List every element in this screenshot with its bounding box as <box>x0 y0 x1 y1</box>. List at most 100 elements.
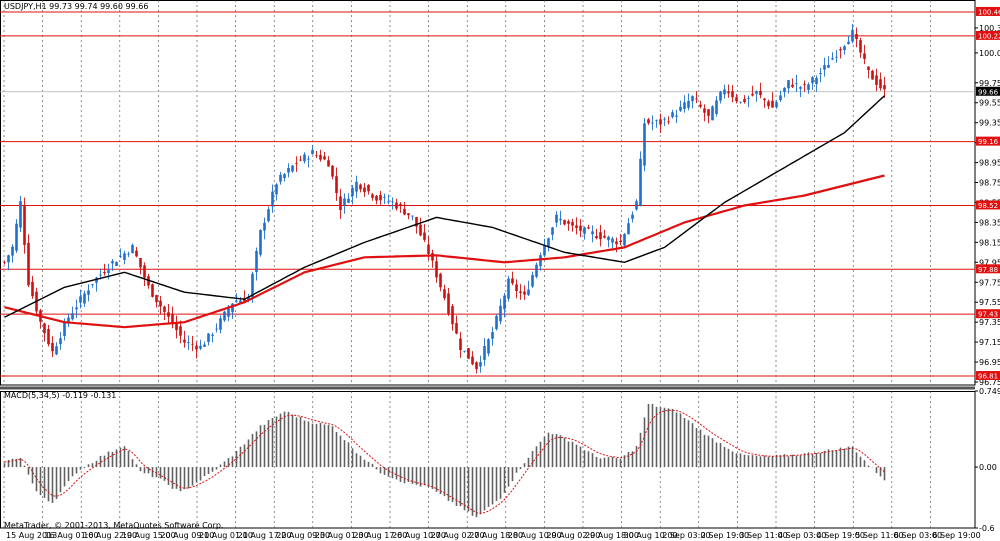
candle-body <box>275 184 278 195</box>
candle-body <box>691 96 694 102</box>
candle-body <box>679 106 682 111</box>
y-tick-label: 99.35 <box>979 119 1000 128</box>
candle-body <box>271 191 274 207</box>
candle-body <box>775 102 778 108</box>
candle-body <box>211 334 214 336</box>
candle-body <box>643 123 646 166</box>
x-tick-label: 27 Aug 18:00 <box>469 531 523 540</box>
candles <box>3 23 886 374</box>
candle-body <box>687 100 690 108</box>
candle-body <box>651 122 654 124</box>
candle-body <box>719 91 722 101</box>
candle-body <box>179 326 182 336</box>
candle-body <box>23 206 26 245</box>
candle-body <box>155 295 158 303</box>
candle-body <box>743 99 746 103</box>
candle-body <box>283 174 286 179</box>
candle-body <box>831 58 834 60</box>
candle-body <box>427 244 430 254</box>
candle-body <box>15 223 18 251</box>
level-label: 98.52 <box>978 202 998 210</box>
y-tick-label: 97.75 <box>979 278 1000 287</box>
candle-body <box>267 209 270 222</box>
candle-body <box>3 261 6 263</box>
candle-body <box>523 291 526 295</box>
candle-body <box>711 106 714 121</box>
candle-body <box>379 194 382 201</box>
macd-signal-line <box>4 409 885 514</box>
candle-body <box>675 115 678 117</box>
candle-body <box>595 235 598 239</box>
candle-body <box>663 118 666 120</box>
candle-body <box>759 90 762 96</box>
sma-red-line <box>4 174 885 329</box>
candle-body <box>879 79 882 89</box>
candle-body <box>699 104 702 107</box>
candle-body <box>867 66 870 71</box>
y-tick-label: 96.95 <box>979 358 1000 367</box>
candle-body <box>671 112 674 118</box>
candle-body <box>47 329 50 345</box>
candle-body <box>43 323 46 334</box>
candle-body <box>515 284 518 291</box>
candle-body <box>607 236 610 241</box>
candle-body <box>695 98 698 100</box>
candle-body <box>591 231 594 235</box>
candle-body <box>191 343 194 345</box>
candle-body <box>543 244 546 256</box>
candle-body <box>375 195 378 201</box>
candle-body <box>639 158 642 206</box>
candle-body <box>351 187 354 197</box>
candle-body <box>99 274 102 276</box>
candle-body <box>215 328 218 330</box>
x-tick-label: 21 Aug 01:00 <box>199 531 253 540</box>
candle-body <box>755 91 758 94</box>
candle-body <box>195 345 198 350</box>
y-tick-label: 97.55 <box>979 298 1000 307</box>
candle-body <box>475 362 478 370</box>
x-tick-label: 16 Aug 01:00 <box>45 531 99 540</box>
candle-body <box>855 33 858 40</box>
candle-body <box>107 270 110 274</box>
candle-body <box>527 289 530 295</box>
candle-body <box>359 184 362 190</box>
candle-body <box>231 303 234 313</box>
candle-body <box>135 250 138 257</box>
y-tick-label: 97.15 <box>979 338 1000 347</box>
candle-body <box>635 201 638 210</box>
candle-body <box>875 75 878 85</box>
level-label: 100.46 <box>978 8 1000 16</box>
candle-body <box>827 64 830 68</box>
y-tick-label: 0.00 <box>979 463 997 472</box>
candle-body <box>715 100 718 115</box>
candle-body <box>783 87 786 92</box>
level-tag <box>976 309 1000 319</box>
candle-body <box>459 338 462 351</box>
candle-body <box>507 278 510 299</box>
candle-body <box>767 101 770 107</box>
candle-body <box>287 167 290 173</box>
candle-body <box>563 220 566 225</box>
candle-body <box>103 271 106 274</box>
candle-body <box>447 293 450 314</box>
candle-body <box>487 339 490 354</box>
candle-body <box>667 121 670 123</box>
candle-body <box>803 83 806 85</box>
candle-body <box>187 342 190 343</box>
candle-body <box>327 160 330 167</box>
macd-frame <box>0 391 976 529</box>
candle-body <box>787 80 790 89</box>
candle-body <box>363 187 366 193</box>
candle-body <box>467 348 470 359</box>
candle-body <box>183 339 186 343</box>
candle-body <box>851 29 854 42</box>
candle-body <box>623 234 626 246</box>
level-label: 96.81 <box>978 373 998 381</box>
candle-body <box>419 224 422 236</box>
candle-body <box>839 49 842 51</box>
x-tick-label: 22 Aug 09:00 <box>276 531 330 540</box>
level-label: 100.22 <box>978 32 1000 40</box>
candle-body <box>463 350 466 352</box>
